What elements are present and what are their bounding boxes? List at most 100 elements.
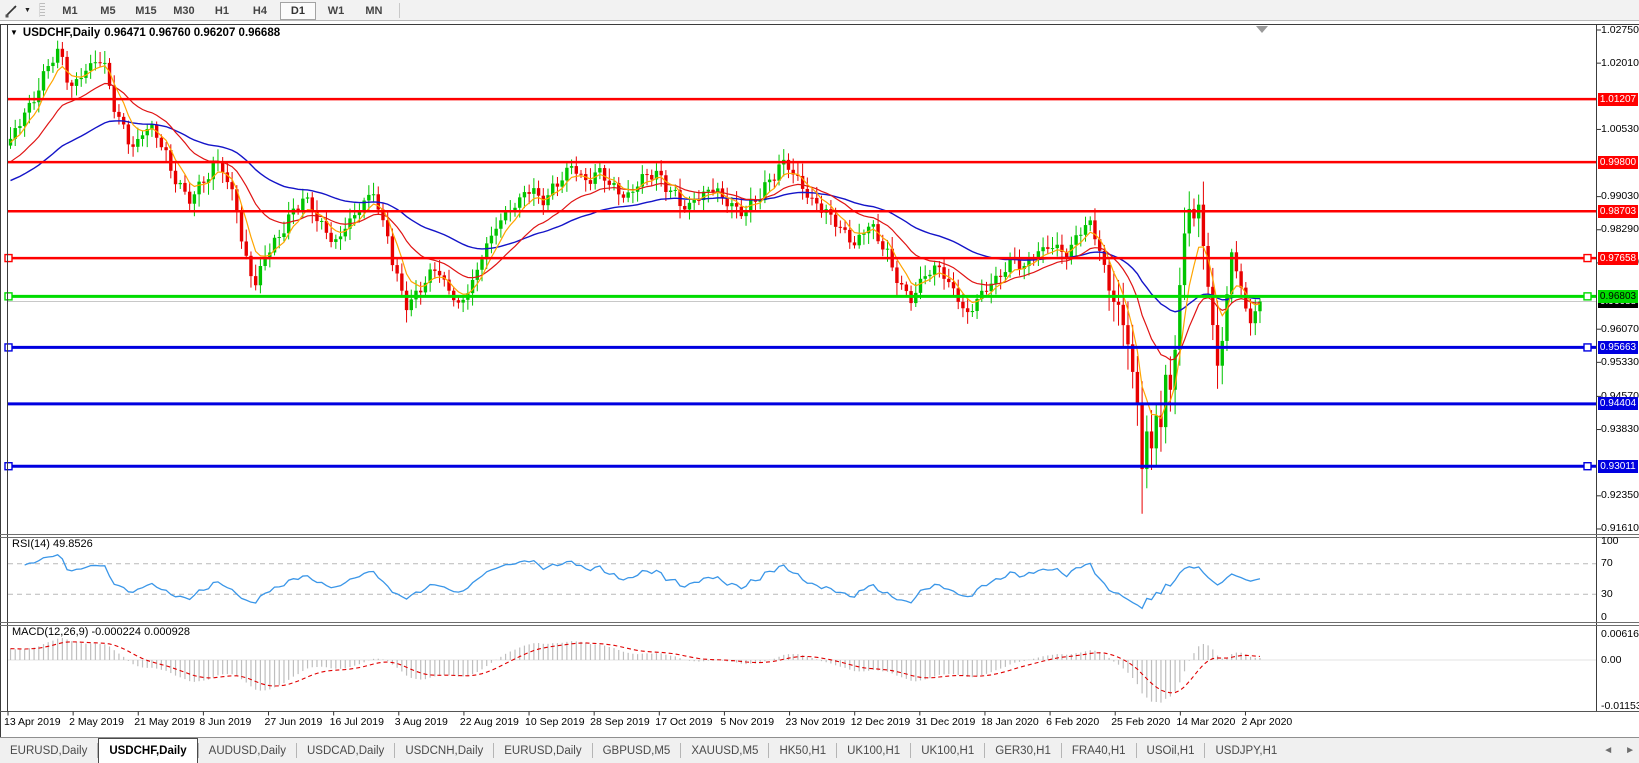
- tab-separator: [1204, 743, 1206, 758]
- line-handle[interactable]: [1583, 462, 1592, 471]
- timeframe-button-d1[interactable]: D1: [279, 1, 316, 20]
- price-tick-0.99030: 0.99030: [1601, 190, 1639, 203]
- level-price-label-0.95663: 0.95663: [1598, 340, 1638, 354]
- tab-separator: [1135, 743, 1137, 758]
- chart-shift-marker-icon[interactable]: [1256, 26, 1268, 33]
- date-label: 23 Nov 2019: [785, 716, 846, 728]
- date-label: 18 Jan 2020: [980, 716, 1039, 728]
- timeframe-button-m5[interactable]: M5: [100, 4, 116, 17]
- chart-ohlc-values: 0.96471 0.96760 0.96207 0.96688: [104, 27, 281, 39]
- chart-tab-uk100-h1[interactable]: UK100,H1: [921, 744, 975, 757]
- tab-separator: [591, 743, 593, 758]
- price-tick-1.00530: 1.00530: [1601, 122, 1639, 135]
- chart-tab-uk100-h1[interactable]: UK100,H1: [847, 744, 901, 757]
- date-label: 22 Aug 2019: [459, 716, 519, 728]
- price-tick-0.96070: 0.96070: [1601, 322, 1639, 335]
- chart-tab-ger30-h1[interactable]: GER30,H1: [995, 744, 1051, 757]
- price-tick-0.93830: 0.93830: [1601, 423, 1639, 436]
- tabs-scroll-left-icon[interactable]: ◄: [1603, 745, 1614, 756]
- date-label: 25 Feb 2020: [1111, 716, 1171, 728]
- level-price-label-0.93011: 0.93011: [1598, 459, 1638, 473]
- candles: [8, 40, 1262, 514]
- line-handle[interactable]: [1583, 292, 1592, 301]
- price-tick-0.95330: 0.95330: [1601, 355, 1639, 368]
- tab-separator: [1060, 743, 1062, 758]
- date-label: 2 May 2019: [69, 716, 124, 728]
- level-price-label-0.97658: 0.97658: [1598, 251, 1638, 265]
- chart-tab-fra40-h1[interactable]: FRA40,H1: [1071, 744, 1126, 757]
- ma-medium-line: [10, 82, 1260, 361]
- tabs-scroll-right-icon[interactable]: ►: [1625, 745, 1635, 756]
- toolbar: ▼ M1 M5 M15 M30 H1 H4 D1 W1 MN: [0, 0, 1639, 21]
- macd-tick-0.00: 0.00: [1601, 653, 1622, 666]
- tab-separator: [836, 743, 838, 758]
- rsi-panel: [8, 554, 1597, 610]
- chart-tab-audusd-daily[interactable]: AUDUSD,Daily: [208, 744, 286, 757]
- chart-tab-usdjpy-h1[interactable]: USDJPY,H1: [1215, 744, 1278, 757]
- timeframe-button-h4[interactable]: H4: [252, 4, 267, 17]
- line-handle[interactable]: [1583, 343, 1592, 352]
- timeframe-button-m1[interactable]: M1: [62, 4, 78, 17]
- rsi-tick-30: 30: [1601, 587, 1613, 600]
- tab-separator: [394, 743, 396, 758]
- chart-tab-usoil-h1[interactable]: USOil,H1: [1146, 744, 1195, 757]
- line-handle[interactable]: [4, 462, 13, 471]
- chart-tab-eurusd-daily[interactable]: EURUSD,Daily: [504, 744, 582, 757]
- rsi-tick-100: 100: [1601, 534, 1619, 547]
- collapse-triangle-icon[interactable]: ▼: [10, 28, 18, 37]
- chart-tab-usdcnh-daily[interactable]: USDCNH,Daily: [405, 744, 484, 757]
- date-label: 5 Nov 2019: [720, 716, 775, 728]
- chart-tab-xauusd-m5[interactable]: XAUUSD,M5: [691, 744, 759, 757]
- line-handle[interactable]: [4, 292, 13, 301]
- price-tick-0.91610: 0.91610: [1601, 522, 1639, 535]
- crosshair-tool-glyph: [5, 5, 17, 18]
- timeframe-button-mn[interactable]: MN: [365, 4, 383, 17]
- price-tick-1.02010: 1.02010: [1601, 56, 1639, 69]
- timeframe-button-w1[interactable]: W1: [327, 4, 345, 17]
- ma-fast-line: [10, 65, 1261, 420]
- timeframe-button-h1[interactable]: H1: [214, 4, 229, 17]
- date-label: 14 Mar 2020: [1176, 716, 1236, 728]
- line-handle[interactable]: [4, 343, 13, 352]
- rsi-line: [24, 554, 1261, 610]
- crosshair-tool-icon[interactable]: ▼: [0, 0, 35, 20]
- date-label: 17 Oct 2019: [655, 716, 713, 728]
- chart-tab-usdcad-daily[interactable]: USDCAD,Daily: [306, 744, 385, 757]
- chart-title: ▼ USDCHF,Daily 0.96471 0.96760 0.96207 0.9…: [10, 27, 284, 39]
- tab-separator: [910, 743, 912, 758]
- price-tick-0.98290: 0.98290: [1601, 223, 1639, 236]
- level-price-label-1.01207: 1.01207: [1598, 92, 1638, 106]
- timeframe-button-m30[interactable]: M30: [173, 4, 195, 17]
- rsi-tick-0: 0: [1601, 610, 1607, 623]
- date-label: 3 Aug 2019: [394, 716, 448, 728]
- chart-tabs: EURUSD,Daily USDCHF,Daily AUDUSD,Daily USDC…: [0, 738, 1287, 763]
- date-label: 16 Jul 2019: [329, 716, 384, 728]
- date-label: 31 Dec 2019: [915, 716, 976, 728]
- tool-dropdown-caret-icon[interactable]: ▼: [24, 6, 31, 14]
- chart-tab-usdchf-daily[interactable]: USDCHF,Daily: [98, 738, 198, 763]
- date-label: 21 May 2019: [134, 716, 195, 728]
- date-label: 10 Sep 2019: [525, 716, 585, 728]
- level-lines: [4, 97, 1597, 471]
- date-label: 8 Jun 2019: [199, 716, 252, 728]
- chart-tab-gbpusd-m5[interactable]: GBPUSD,M5: [602, 744, 671, 757]
- macd-tick-0.006167: 0.006167: [1601, 628, 1639, 641]
- chart-tab-hk50-h1[interactable]: HK50,H1: [779, 744, 827, 757]
- toolbar-grip[interactable]: [38, 3, 45, 17]
- rsi-tick-70: 70: [1601, 557, 1613, 570]
- tab-separator: [768, 743, 770, 758]
- date-label: 28 Sep 2019: [590, 716, 650, 728]
- macd-panel: [8, 637, 1597, 703]
- tab-scroll-arrows: ◄ ►: [1603, 738, 1635, 763]
- timeframe-button-m15[interactable]: M15: [135, 4, 157, 17]
- chart-base: [8, 26, 1597, 303]
- price-tick-0.92350: 0.92350: [1601, 489, 1639, 502]
- line-handle[interactable]: [4, 253, 13, 263]
- date-label: 27 Jun 2019: [264, 716, 323, 728]
- date-label: 2 Apr 2020: [1241, 716, 1293, 728]
- tab-separator: [984, 743, 986, 758]
- chart-tab-eurusd-daily[interactable]: EURUSD,Daily: [10, 744, 88, 757]
- line-handle[interactable]: [1583, 253, 1592, 263]
